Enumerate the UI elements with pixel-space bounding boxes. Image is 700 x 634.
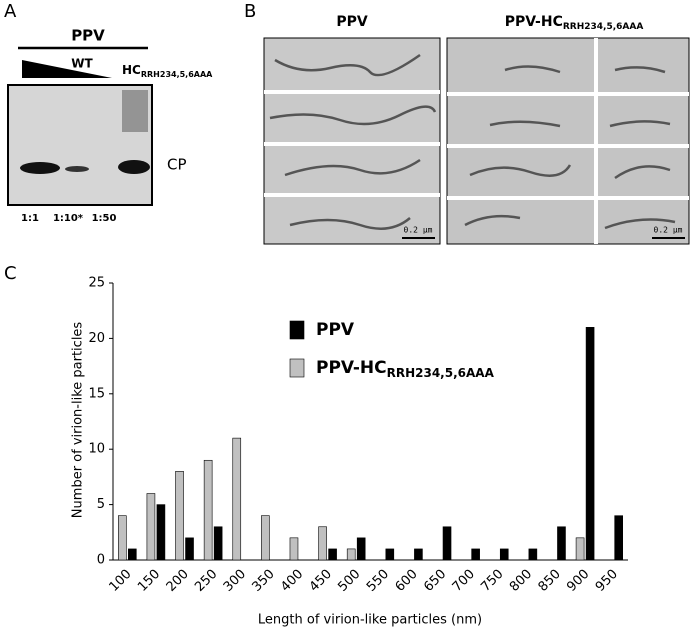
x-tick-label: 850 bbox=[536, 567, 564, 595]
panel-label: C bbox=[4, 263, 17, 284]
bar bbox=[575, 537, 585, 561]
scale-label: 0.2 µm bbox=[654, 226, 683, 235]
blot-band bbox=[65, 166, 89, 172]
legend-swatch bbox=[289, 358, 305, 378]
scale-label: 0.2 µm bbox=[404, 226, 433, 235]
bar bbox=[213, 526, 223, 561]
legend-label: PPV-HCRRH234,5,6AAA bbox=[316, 358, 495, 380]
panel-label: B bbox=[244, 1, 256, 22]
x-tick-label: 750 bbox=[478, 567, 506, 595]
x-tick-label: 250 bbox=[192, 567, 220, 595]
column-title: PPV-HCRRH234,5,6AAA bbox=[505, 14, 644, 32]
bar bbox=[585, 327, 595, 561]
column-name: PPV-HC bbox=[505, 14, 563, 30]
blot-smear bbox=[122, 90, 148, 132]
dilution-label: 1:10* bbox=[53, 213, 84, 224]
bar bbox=[232, 437, 242, 561]
y-tick-label: 5 bbox=[97, 497, 105, 512]
bar bbox=[499, 548, 509, 561]
y-tick-label: 25 bbox=[88, 276, 105, 291]
y-tick-label: 20 bbox=[88, 331, 105, 346]
legend-subscript: RRH234,5,6AAA bbox=[387, 366, 495, 380]
bar bbox=[385, 548, 395, 561]
x-tick-label: 350 bbox=[250, 567, 278, 595]
bar bbox=[356, 537, 366, 561]
blot-band bbox=[20, 162, 60, 174]
mutant-label: HCRRH234,5,6AAA bbox=[122, 63, 213, 79]
dilution-label: 1:50 bbox=[92, 213, 117, 224]
blot-title: PPV bbox=[71, 27, 105, 45]
bar bbox=[156, 504, 166, 561]
x-tick-label: 150 bbox=[135, 567, 163, 595]
x-tick-label: 200 bbox=[164, 567, 192, 595]
column-title: PPV bbox=[336, 14, 368, 30]
x-tick-label: 700 bbox=[450, 567, 478, 595]
legend-swatch bbox=[289, 320, 305, 340]
bar bbox=[185, 537, 194, 561]
x-tick-label: 500 bbox=[335, 567, 363, 595]
x-tick-label: 450 bbox=[307, 567, 335, 595]
legend-name: PPV bbox=[316, 320, 355, 340]
x-tick-label: 100 bbox=[106, 567, 134, 595]
bar bbox=[261, 515, 270, 561]
column-subscript: RRH234,5,6AAA bbox=[563, 22, 643, 32]
micrograph bbox=[263, 37, 441, 245]
bar bbox=[118, 515, 127, 561]
bar bbox=[203, 459, 213, 561]
mutant-name: HC bbox=[122, 63, 141, 77]
x-tick-label: 650 bbox=[421, 567, 449, 595]
x-tick-label: 600 bbox=[393, 567, 421, 595]
panel-label: A bbox=[4, 1, 17, 22]
x-tick-label: 400 bbox=[278, 567, 306, 595]
x-tick-label: 900 bbox=[564, 567, 592, 595]
bar bbox=[414, 548, 423, 561]
x-tick-label: 800 bbox=[507, 567, 535, 595]
virions bbox=[269, 53, 676, 230]
y-tick-label: 15 bbox=[88, 386, 105, 401]
dilution-wedge bbox=[22, 60, 112, 78]
bar bbox=[318, 526, 327, 561]
bar bbox=[289, 537, 299, 561]
wt-label: WT bbox=[71, 57, 93, 71]
mutant-subscript: RRH234,5,6AAA bbox=[141, 70, 213, 79]
bar bbox=[442, 526, 452, 561]
separators bbox=[264, 38, 689, 244]
micrograph bbox=[446, 37, 690, 245]
x-tick-label: 300 bbox=[221, 567, 249, 595]
x-axis-label: Length of virion-like particles (nm) bbox=[258, 613, 482, 628]
bar bbox=[328, 548, 337, 561]
x-tick-label: 950 bbox=[593, 567, 621, 595]
bar bbox=[146, 493, 156, 561]
legend-label: PPV bbox=[316, 320, 355, 340]
bar bbox=[557, 526, 566, 561]
blot-band bbox=[118, 160, 150, 174]
band-label: CP bbox=[167, 156, 187, 174]
y-tick-label: 10 bbox=[88, 442, 105, 457]
bar bbox=[346, 548, 356, 561]
bar bbox=[528, 548, 538, 561]
y-tick-label: 0 bbox=[97, 553, 105, 568]
legend-name: PPV-HC bbox=[316, 358, 387, 378]
bar bbox=[128, 548, 137, 561]
bar bbox=[471, 548, 480, 561]
bar bbox=[175, 471, 184, 561]
x-tick-label: 550 bbox=[364, 567, 392, 595]
y-axis-label: Number of virion-like particles bbox=[71, 322, 86, 519]
bar bbox=[614, 515, 623, 561]
dilution-label: 1:1 bbox=[21, 213, 39, 224]
